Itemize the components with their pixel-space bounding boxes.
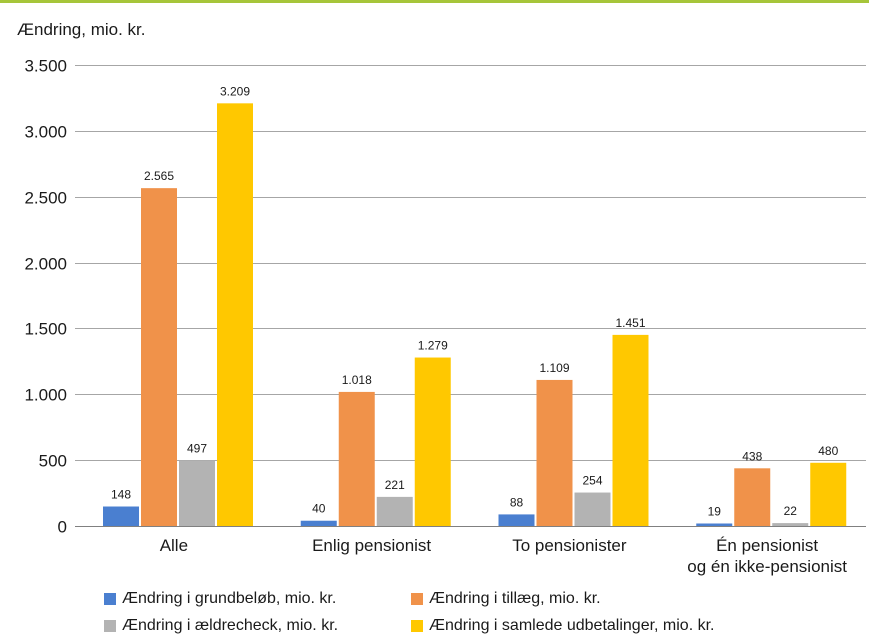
bar-chart: 0 500 1.000 1.500 2.000 2.500 3.000 3.500 148 2.5… bbox=[24, 57, 866, 576]
bar bbox=[612, 334, 649, 526]
bar bbox=[498, 514, 535, 526]
legend-label-aeldrecheck: Ændring i ældrecheck, mio. kr. bbox=[122, 617, 339, 634]
y-tick-label: 500 bbox=[39, 452, 67, 471]
bar bbox=[300, 520, 337, 526]
bar bbox=[772, 523, 809, 526]
bar bbox=[696, 523, 733, 526]
y-tick-label: 3.500 bbox=[24, 57, 67, 76]
data-label: 1.109 bbox=[539, 361, 569, 375]
top-accent-line bbox=[0, 0, 869, 3]
x-tick-label: To pensionister bbox=[512, 536, 627, 555]
y-tick-label: 2.000 bbox=[24, 255, 67, 274]
y-tick-label: 2.500 bbox=[24, 189, 67, 208]
legend-swatch-grundbelob bbox=[104, 593, 116, 605]
data-label: 40 bbox=[312, 502, 326, 516]
data-label: 480 bbox=[818, 444, 838, 458]
data-label: 1.451 bbox=[615, 316, 645, 330]
legend-item-aeldrecheck: Ændring i ældrecheck, mio. kr. bbox=[104, 617, 338, 635]
legend-label-tillaeg: Ændring i tillæg, mio. kr. bbox=[429, 590, 601, 607]
y-axis-title: Ændring, mio. kr. bbox=[17, 20, 146, 39]
legend-item-samlede: Ændring i samlede udbetalinger, mio. kr. bbox=[411, 617, 714, 635]
bar bbox=[217, 103, 253, 526]
legend-item-tillaeg: Ændring i tillæg, mio. kr. bbox=[411, 590, 601, 608]
legend-item-grundbelob: Ændring i grundbeløb, mio. kr. bbox=[104, 590, 336, 608]
data-label: 19 bbox=[708, 504, 722, 518]
x-tick-label: og én ikke-pensionist bbox=[687, 557, 847, 576]
x-tick-label: Én pensionist bbox=[716, 536, 818, 555]
data-label: 221 bbox=[385, 478, 405, 492]
bar bbox=[338, 391, 375, 526]
data-label: 3.209 bbox=[220, 84, 250, 98]
bar bbox=[536, 379, 573, 526]
legend-swatch-tillaeg bbox=[411, 593, 423, 605]
bar bbox=[734, 468, 771, 526]
data-label: 88 bbox=[510, 495, 524, 509]
legend-swatch-samlede bbox=[411, 620, 423, 632]
y-tick-label: 1.500 bbox=[24, 320, 67, 339]
x-tick-label: Alle bbox=[160, 536, 188, 555]
data-label: 497 bbox=[187, 442, 207, 456]
data-label: 148 bbox=[111, 488, 131, 502]
legend-swatch-aeldrecheck bbox=[104, 620, 116, 632]
x-tick-label: Enlig pensionist bbox=[312, 536, 431, 555]
bar bbox=[179, 460, 215, 526]
data-label: 1.279 bbox=[418, 339, 448, 353]
data-label: 438 bbox=[742, 449, 762, 463]
legend-label-samlede: Ændring i samlede udbetalinger, mio. kr. bbox=[429, 617, 715, 634]
y-tick-label: 0 bbox=[58, 518, 67, 537]
bar bbox=[414, 357, 451, 526]
y-tick-label: 3.000 bbox=[24, 123, 67, 142]
data-label: 1.018 bbox=[342, 373, 372, 387]
data-label: 2.565 bbox=[144, 169, 174, 183]
bar bbox=[103, 506, 139, 526]
y-tick-label: 1.000 bbox=[24, 386, 67, 405]
legend-label-grundbelob: Ændring i grundbeløb, mio. kr. bbox=[122, 590, 337, 607]
data-label: 22 bbox=[784, 504, 798, 518]
bar bbox=[810, 462, 847, 526]
bar bbox=[574, 492, 611, 526]
bar bbox=[141, 188, 177, 526]
bar bbox=[376, 496, 413, 526]
data-label: 254 bbox=[582, 474, 602, 488]
